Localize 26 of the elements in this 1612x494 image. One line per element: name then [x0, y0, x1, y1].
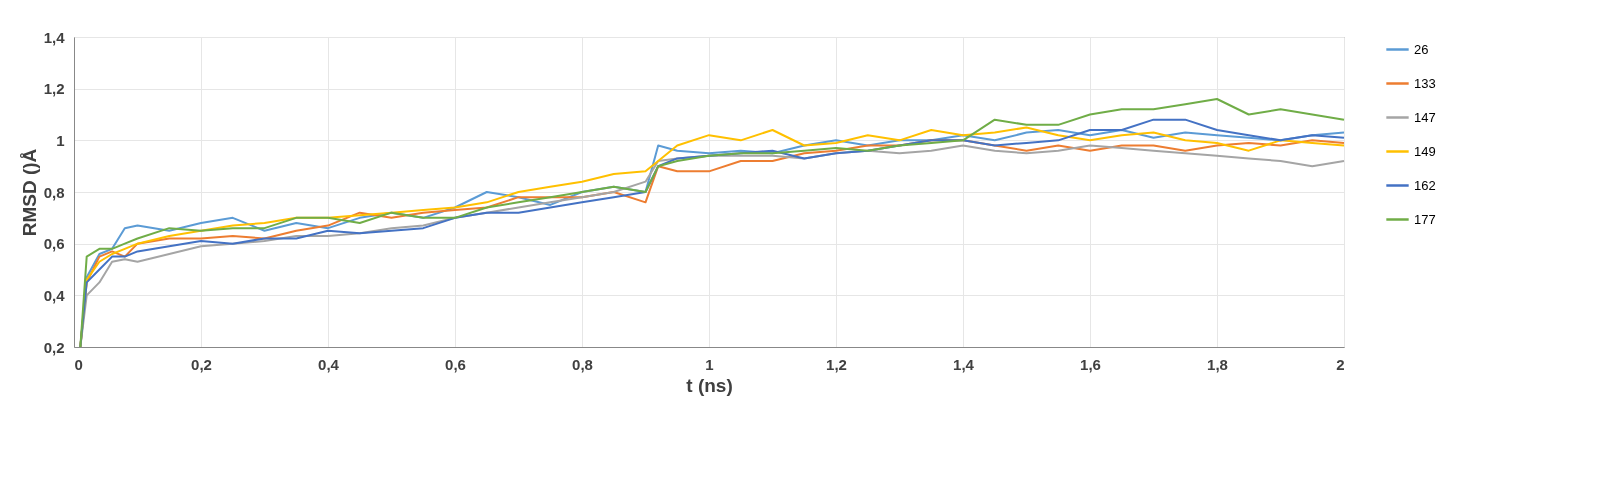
legend-label: 133: [1414, 75, 1436, 91]
y-axis-title: RMSD ()Å: [18, 148, 40, 237]
y-tick-label: 0,6: [43, 235, 65, 253]
x-tick-label: 1: [705, 355, 714, 373]
x-tick-label: 1,6: [1080, 355, 1101, 373]
y-tick-label: 0,2: [43, 338, 65, 356]
legend-label: 26: [1414, 41, 1429, 57]
legend-label: 147: [1414, 109, 1436, 125]
y-tick-label: 0,4: [43, 286, 66, 304]
legend-label: 162: [1414, 177, 1436, 193]
y-tick-label: 1,4: [43, 28, 66, 46]
x-tick-label: 0,4: [318, 355, 340, 373]
y-tick-label: 0,8: [43, 183, 65, 201]
legend-label: 149: [1414, 143, 1436, 159]
x-axis-title: t (ns): [686, 374, 733, 396]
x-tick-label: 1,2: [826, 355, 847, 373]
y-tick-label: 1,2: [43, 80, 65, 98]
x-tick-label: 1,4: [953, 355, 975, 373]
x-tick-label: 1,8: [1207, 355, 1228, 373]
x-tick-label: 0,6: [445, 355, 466, 373]
y-tick-label: 1: [56, 131, 65, 149]
legend-label: 177: [1414, 211, 1436, 227]
x-tick-label: 0,8: [572, 355, 593, 373]
x-tick-label: 2: [1336, 355, 1345, 373]
x-tick-label: 0: [74, 355, 83, 373]
x-tick-label: 0,2: [191, 355, 212, 373]
